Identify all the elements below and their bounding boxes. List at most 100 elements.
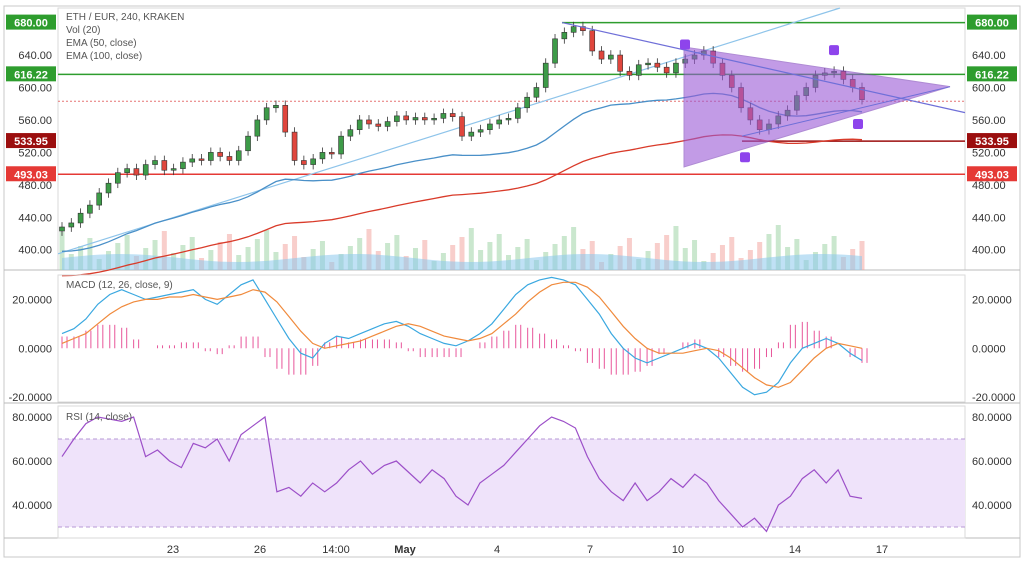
candle-down — [198, 158, 205, 161]
rsi-y-tick-left: 60.0000 — [12, 456, 52, 468]
price-y-tick-right: 440.00 — [972, 212, 1006, 224]
macd-line — [61, 276, 863, 396]
candle-down — [282, 105, 289, 133]
vol-indicator-label: Vol (20) — [66, 25, 100, 36]
volume-bar — [394, 235, 400, 270]
volume-bar — [775, 225, 781, 270]
candle-up — [468, 131, 475, 137]
volume-bar — [208, 250, 214, 270]
candle-down — [449, 113, 456, 117]
candle-up — [180, 161, 186, 169]
price-tag-left — [6, 133, 56, 149]
candle-up — [254, 119, 261, 137]
price-tag-right — [967, 14, 1017, 30]
candle-up — [105, 182, 112, 194]
price-tag-left-text: 616.22 — [14, 69, 48, 81]
candle-down — [421, 117, 428, 121]
volume-bar — [189, 237, 195, 270]
volume-bar — [515, 247, 521, 270]
triangle-pattern — [683, 46, 951, 168]
candle-up — [245, 135, 251, 152]
macd-y-tick-right: -20.0000 — [972, 392, 1015, 404]
candle-up — [394, 115, 400, 122]
price-tag-right — [967, 166, 1017, 182]
rsi-y-tick-right: 40.0000 — [972, 500, 1012, 512]
candle-up — [542, 62, 549, 88]
volume-bar — [459, 237, 465, 270]
volume-bar — [366, 229, 372, 270]
candle-up — [608, 54, 614, 60]
volume-bar — [654, 243, 660, 270]
candle-up — [635, 64, 642, 76]
x-tick-label: 14 — [789, 544, 801, 556]
candle-down — [626, 70, 633, 76]
candle-up — [96, 192, 103, 206]
candle-up — [208, 152, 214, 161]
x-tick-label: 26 — [254, 544, 266, 556]
x-tick-label: May — [394, 544, 416, 556]
price-tag-right-text: 680.00 — [975, 18, 1009, 30]
price-tag-left — [6, 66, 56, 82]
volume-bar — [692, 240, 698, 270]
candle-down — [598, 50, 605, 60]
pattern-marker — [829, 45, 839, 56]
candle-down — [663, 66, 670, 74]
descending-trendline — [561, 22, 966, 114]
volume-bar — [524, 239, 530, 270]
pattern-marker — [680, 39, 690, 50]
candle-up — [347, 129, 354, 137]
candle-up — [189, 158, 196, 163]
volume-bar — [673, 226, 679, 270]
rsi-line — [61, 415, 863, 533]
volume-bar — [161, 231, 167, 270]
ascending-trendline — [741, 86, 951, 137]
volume-bar — [245, 247, 251, 270]
macd-y-tick-right: 0.0000 — [972, 343, 1006, 355]
volume-bar — [757, 242, 763, 270]
x-tick-label: 14:00 — [322, 544, 350, 556]
volume-bar — [468, 228, 474, 270]
rsi-y-tick-right: 60.0000 — [972, 456, 1012, 468]
price-tag-left-text: 680.00 — [14, 18, 48, 30]
candle-up — [115, 172, 121, 184]
price-y-tick-left: 440.00 — [18, 212, 52, 224]
pattern-marker — [740, 152, 750, 163]
price-y-tick-right: 400.00 — [972, 245, 1006, 257]
candle-up — [273, 105, 279, 109]
price-tag-right-text: 616.22 — [975, 69, 1009, 81]
price-y-tick-left: 600.00 — [18, 82, 52, 94]
macd-y-tick-left: 0.0000 — [18, 343, 52, 355]
price-y-tick-left: 480.00 — [18, 180, 52, 192]
rsi-y-tick-left: 40.0000 — [12, 500, 52, 512]
volume-bar — [794, 239, 800, 270]
rsi-y-tick-right: 80.0000 — [972, 412, 1012, 424]
candle-up — [235, 150, 242, 161]
signal-line — [61, 281, 863, 388]
volume-bar — [664, 235, 670, 270]
macd-y-tick-left: -20.0000 — [9, 392, 52, 404]
x-tick-label: 17 — [876, 544, 888, 556]
volume-bar — [152, 240, 158, 270]
x-tick-label: 7 — [587, 544, 593, 556]
price-tag-right-text: 533.95 — [975, 136, 1009, 148]
candle-down — [617, 54, 623, 72]
price-y-tick-left: 400.00 — [18, 245, 52, 257]
candle-down — [291, 131, 298, 161]
volume-ma-area — [62, 254, 862, 270]
price-tag-right-text: 493.03 — [975, 169, 1009, 181]
candle-up — [87, 204, 93, 214]
x-axis: 23 26 14:00 May 4 7 10 14 17 — [167, 544, 888, 556]
price-y-tick-left: 520.00 — [18, 147, 52, 159]
trend-line — [57, 7, 841, 255]
candle-down — [375, 123, 382, 127]
candle-up — [124, 168, 130, 173]
macd-y-tick-right: 20.0000 — [972, 294, 1012, 306]
price-pane: 400.00 400.00 440.00 440.00 480.00 480.00 520.… — [4, 7, 1020, 539]
candle-down — [366, 119, 372, 125]
candle-down — [161, 160, 168, 171]
candle-up — [552, 38, 558, 64]
candle-up — [310, 158, 316, 165]
volume-bar — [729, 237, 735, 270]
candle-up — [645, 62, 651, 66]
